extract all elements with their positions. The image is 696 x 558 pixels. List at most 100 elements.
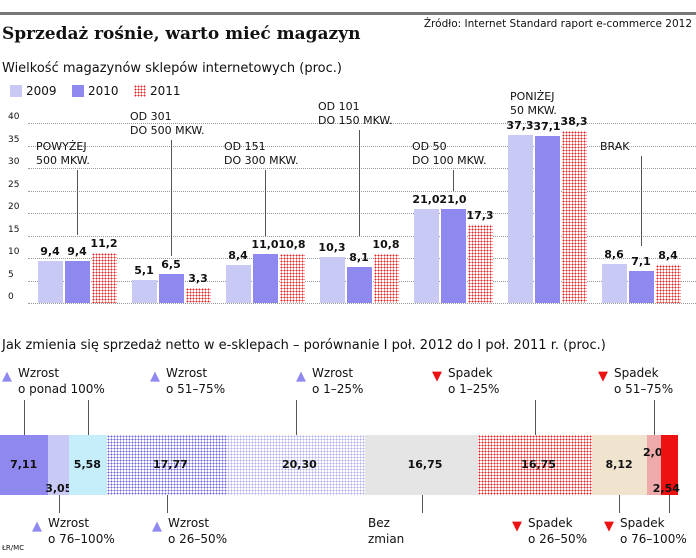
callout-line-1: Bez [368, 516, 390, 530]
bar-2009 [602, 264, 627, 303]
segment [660, 435, 678, 495]
credit: ŁR/MC [2, 544, 25, 552]
bar-2010 [159, 273, 184, 303]
y-tick-label: 10 [8, 247, 20, 257]
bar-value-label: 8,4 [658, 249, 678, 263]
gridline [28, 190, 696, 192]
y-tick-label: 40 [8, 112, 20, 122]
callout-line-1: Wzrost [18, 366, 60, 380]
callout-label: Wzrost o 76–100% [48, 515, 115, 547]
bar-2010 [253, 253, 278, 303]
gridline [28, 213, 696, 214]
segment-value-label: 16,75 [407, 458, 443, 471]
segment [478, 435, 592, 495]
bar-2011 [468, 225, 493, 303]
callout-label: Wzrost o ponad 100% [18, 365, 105, 397]
segment [364, 435, 479, 495]
leader-line [453, 170, 454, 191]
leader-line [641, 156, 642, 247]
callout-line-1: Wzrost [168, 516, 210, 530]
bar-2009 [508, 135, 533, 303]
segment [591, 435, 647, 495]
callout-line-1: Spadek [620, 516, 665, 530]
arrow-up-icon: ▲ [150, 369, 160, 384]
category-label-line: BRAK [600, 140, 630, 153]
bar-value-label: 11,0 [251, 237, 279, 251]
callout-line [535, 400, 537, 435]
segment-value-label: 17,77 [152, 458, 188, 471]
bar-2010 [535, 136, 560, 303]
callout-line-2: o 26–50% [528, 532, 588, 546]
callout-line-1: Spadek [614, 366, 659, 380]
bar-2010 [65, 260, 90, 303]
bar-value-label: 10,3 [318, 240, 346, 254]
gridline [28, 168, 696, 169]
gridline [28, 303, 696, 304]
arrow-up-icon: ▲ [32, 519, 42, 534]
callout-label: Spadek o 76–100% [620, 515, 687, 547]
category-label-line: PONIŻEJ [510, 90, 555, 103]
category-label: OD 50 DO 100 MKW. [412, 140, 487, 168]
bar-2010 [441, 208, 466, 303]
bar-value-label: 21,0 [412, 192, 440, 206]
bar-value-label: 8,6 [604, 248, 624, 262]
segment-value-label: 2,54 [652, 482, 680, 495]
bar-2011 [656, 265, 681, 303]
gridline [28, 123, 696, 124]
bar-value-label: 5,1 [134, 264, 154, 278]
page-title: Sprzedaż rośnie, warto mieć magazyn [2, 24, 361, 44]
callout-line [653, 400, 655, 435]
category-label-line: 500 MKW. [36, 154, 90, 167]
segment-value-label: 5,58 [73, 458, 101, 471]
callout-label: Spadek o 1–25% [448, 365, 499, 397]
y-tick-label: 20 [8, 202, 20, 212]
arrow-down-icon: ▼ [512, 519, 522, 534]
y-tick-label: 25 [8, 179, 20, 190]
callout-label: Bez zmian [368, 515, 404, 547]
callout-label: Spadek o 26–50% [528, 515, 587, 547]
callout-line-1: Wzrost [48, 516, 90, 530]
callout-line-1: Wzrost [166, 366, 208, 380]
arrow-down-icon: ▼ [604, 519, 614, 534]
callout-label: Wzrost o 26–50% [168, 515, 227, 547]
bar-value-label: 10,8 [372, 238, 400, 252]
gridline [28, 145, 696, 147]
callout-line-2: o ponad 100% [18, 382, 105, 396]
callout-line [87, 400, 89, 435]
arrow-up-icon: ▲ [152, 519, 162, 534]
bar-2011 [280, 254, 305, 303]
bar-value-label: 7,1 [631, 255, 651, 269]
category-label-line: OD 101 [318, 100, 360, 113]
bar-2009 [38, 260, 63, 303]
callout-line-2: o 1–25% [448, 382, 500, 396]
category-label-line: DO 500 MKW. [130, 124, 205, 137]
segment-value-label: 20,30 [282, 458, 317, 471]
category-label-line: OD 301 [130, 110, 172, 123]
y-tick-label: 15 [8, 224, 20, 235]
segment [106, 435, 228, 495]
segment-value-label: 3,05 [45, 482, 73, 495]
category-label: BRAK [600, 140, 629, 154]
gridline [28, 258, 696, 259]
arrow-down-icon: ▼ [432, 369, 442, 384]
legend-label: 2011 [150, 84, 181, 98]
bar-2011 [186, 288, 211, 303]
callout-line-2: zmian [368, 532, 405, 546]
y-tick-label: 30 [8, 157, 20, 167]
chart2-title: Jak zmienia się sprzedaż netto w e-sklep… [2, 338, 606, 353]
callout-label: Wzrost o 1–25% [312, 365, 363, 397]
callout-line-1: Spadek [448, 366, 493, 380]
bar-2010 [347, 266, 372, 303]
callout-line [24, 400, 26, 435]
top-rule [0, 12, 696, 15]
source-note: Źródło: Internet Standard raport e-comme… [423, 18, 692, 30]
callout-line-2: o 51–75% [614, 382, 674, 396]
gridline [28, 235, 696, 237]
callout-line-1: Spadek [528, 516, 573, 530]
callout-line [58, 495, 60, 513]
segment [227, 435, 365, 495]
category-label-line: DO 150 MKW. [318, 114, 393, 127]
callout-line [619, 495, 621, 513]
category-label-line: OD 151 [224, 140, 266, 153]
y-tick-label: 0 [8, 292, 14, 302]
